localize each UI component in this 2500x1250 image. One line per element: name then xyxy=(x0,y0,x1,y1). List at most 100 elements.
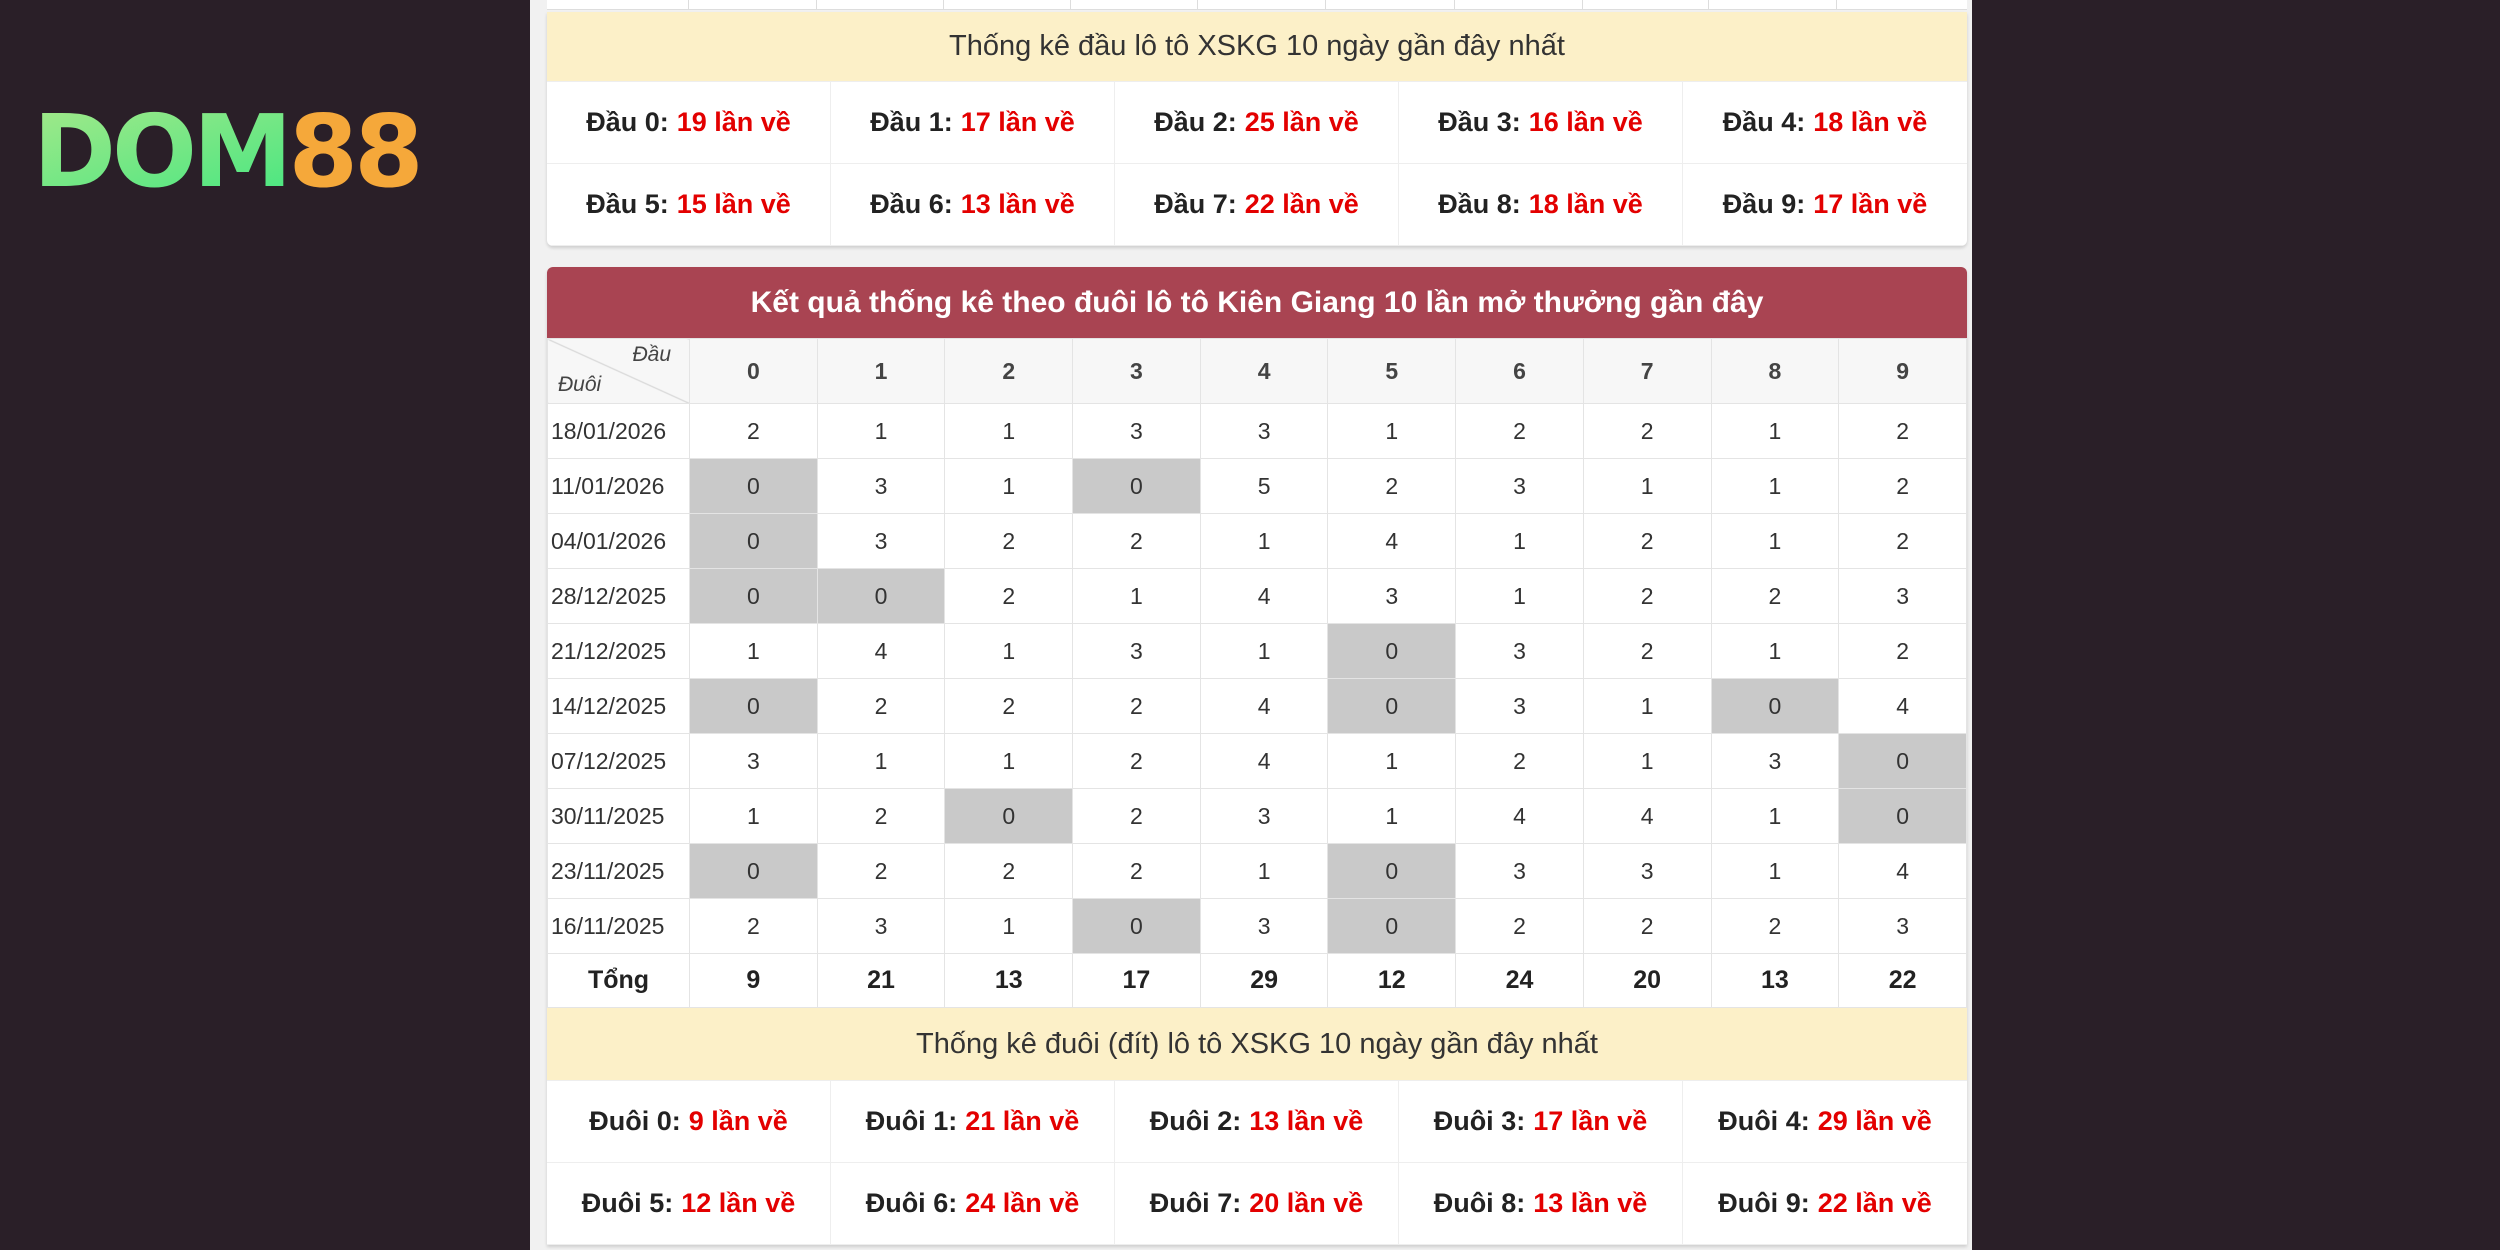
table-cell: 2 xyxy=(689,898,818,954)
table-cell: 1 xyxy=(689,788,818,844)
stat-cell: Đuôi 5: 12 lần về xyxy=(547,1163,831,1245)
table-cell: 3 xyxy=(1455,623,1584,679)
table-cell: 1 xyxy=(1710,843,1840,899)
row-date: 21/12/2025 xyxy=(547,623,690,679)
stat-value: 25 lần về xyxy=(1244,107,1359,137)
table-cell: 2 xyxy=(1582,623,1712,679)
table-row: 28/12/2025 0 0 2 1 4 3 1 2 2 3 xyxy=(547,568,1967,624)
table-cell: 2 xyxy=(1455,898,1584,954)
table-cell: 3 xyxy=(1199,898,1329,954)
table-cell: 2 xyxy=(1582,513,1712,569)
column-header: 6 xyxy=(1455,338,1584,404)
table-cell: 3 xyxy=(1838,568,1967,624)
table-cell: 3 xyxy=(1072,623,1201,679)
table-cell: 0 xyxy=(816,568,946,624)
table-cell: 1 xyxy=(944,403,1074,459)
table-cell: 1 xyxy=(1710,458,1840,514)
column-header: 5 xyxy=(1327,338,1457,404)
stat-label: Đầu 0: xyxy=(586,107,669,137)
table-cell: 5 xyxy=(1199,458,1329,514)
table-cell: 1 xyxy=(1455,513,1584,569)
stat-cell: Đầu 1: 17 lần về xyxy=(831,82,1115,164)
stat-label: Đầu 5: xyxy=(586,189,669,219)
table-cell: 2 xyxy=(1072,788,1201,844)
stat-label: Đuôi 2: xyxy=(1149,1106,1242,1136)
stat-value: 22 lần về xyxy=(1817,1188,1932,1218)
table-cell: 0 xyxy=(1838,788,1967,844)
total-cell: 12 xyxy=(1327,953,1457,1008)
table-cell: 0 xyxy=(689,678,818,734)
row-date: 14/12/2025 xyxy=(547,678,690,734)
stat-value: 18 lần về xyxy=(1528,189,1643,219)
table-cell: 3 xyxy=(689,733,818,789)
table-cell: 1 xyxy=(944,623,1074,679)
table-cell: 0 xyxy=(689,513,818,569)
table-cell: 2 xyxy=(1582,568,1712,624)
stat-cell: Đầu 9: 17 lần về xyxy=(1683,164,1967,246)
table-cell: 3 xyxy=(816,513,946,569)
row-date: 23/11/2025 xyxy=(547,843,690,899)
table-cell: 2 xyxy=(1838,403,1967,459)
table-cell: 2 xyxy=(1838,513,1967,569)
table-cell: 3 xyxy=(1582,843,1712,899)
stat-cell: Đuôi 0: 9 lần về xyxy=(547,1081,831,1163)
stat-value: 19 lần về xyxy=(676,107,791,137)
table-cell: 0 xyxy=(1072,458,1201,514)
stat-label: Đầu 6: xyxy=(870,189,953,219)
stat-cell: Đuôi 7: 20 lần về xyxy=(1115,1163,1399,1245)
stat-value: 12 lần về xyxy=(681,1188,796,1218)
table-cell: 1 xyxy=(1072,568,1201,624)
column-header: 2 xyxy=(944,338,1074,404)
total-cell: 13 xyxy=(944,953,1074,1008)
stat-cell: Đầu 8: 18 lần về xyxy=(1399,164,1683,246)
table-cell: 0 xyxy=(1327,623,1457,679)
stat-value: 9 lần về xyxy=(688,1106,788,1136)
column-header: 8 xyxy=(1710,338,1840,404)
table-cell: 0 xyxy=(1327,898,1457,954)
table-cell: 4 xyxy=(1455,788,1584,844)
table-cell: 4 xyxy=(1838,843,1967,899)
stat-value: 24 lần về xyxy=(965,1188,1080,1218)
stat-value: 20 lần về xyxy=(1249,1188,1364,1218)
table-cell: 1 xyxy=(944,458,1074,514)
table-cell: 2 xyxy=(1838,623,1967,679)
table-cell: 3 xyxy=(1455,843,1584,899)
table-cell: 2 xyxy=(944,678,1074,734)
stat-label: Đầu 4: xyxy=(1722,107,1806,137)
stat-label: Đuôi 7: xyxy=(1149,1188,1242,1218)
duoi-table-title: Kết quả thống kê theo đuôi lô tô Kiên Gi… xyxy=(547,267,1967,338)
stat-value: 21 lần về xyxy=(965,1106,1080,1136)
stat-cell: Đầu 7: 22 lần về xyxy=(1115,164,1399,246)
table-cell: 2 xyxy=(1582,403,1712,459)
table-cell: 0 xyxy=(1327,678,1457,734)
stat-cell: Đầu 5: 15 lần về xyxy=(547,164,831,246)
table-cell: 1 xyxy=(1582,678,1712,734)
corner-duoi-label: Đuôi xyxy=(558,373,602,396)
stat-cell: Đầu 2: 25 lần về xyxy=(1115,82,1399,164)
table-cell: 2 xyxy=(1072,678,1201,734)
stat-cell: Đầu 0: 19 lần về xyxy=(547,82,831,164)
table-cell: 4 xyxy=(1582,788,1712,844)
stat-value: 18 lần về xyxy=(1813,107,1928,137)
column-header: 1 xyxy=(816,338,946,404)
stat-value: 29 lần về xyxy=(1817,1106,1932,1136)
table-row: 30/11/2025 1 2 0 2 3 1 4 4 1 0 xyxy=(547,788,1967,844)
total-cell: 29 xyxy=(1199,953,1329,1008)
table-cell: 1 xyxy=(1327,403,1457,459)
table-cell: 2 xyxy=(944,568,1074,624)
corner-header: Đầu Đuôi xyxy=(547,338,690,404)
table-cell: 2 xyxy=(1838,458,1967,514)
stat-cell: Đuôi 1: 21 lần về xyxy=(831,1081,1115,1163)
table-cell: 4 xyxy=(816,623,946,679)
dau-stats-title: Thống kê đầu lô tô XSKG 10 ngày gần đây … xyxy=(547,12,1967,82)
table-cell: 0 xyxy=(1710,678,1840,734)
table-row: 14/12/2025 0 2 2 2 4 0 3 1 0 4 xyxy=(547,678,1967,734)
table-cell: 2 xyxy=(816,843,946,899)
stat-label: Đuôi 6: xyxy=(865,1188,958,1218)
table-cell: 1 xyxy=(1199,623,1329,679)
column-header: 4 xyxy=(1199,338,1329,404)
table-cell: 3 xyxy=(1710,733,1840,789)
table-cell: 2 xyxy=(1072,513,1201,569)
table-cell: 3 xyxy=(1199,403,1329,459)
